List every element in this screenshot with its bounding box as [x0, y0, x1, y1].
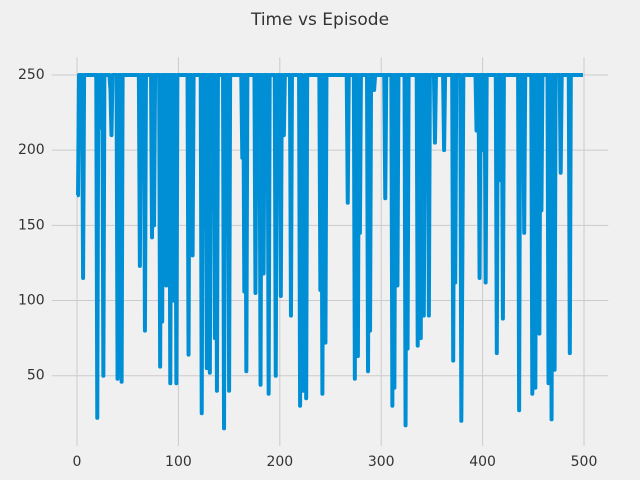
y-tick-label: 150: [18, 217, 45, 233]
line: [76, 72, 584, 431]
x-tick-label: 500: [571, 454, 598, 470]
y-tick-label: 200: [18, 142, 45, 158]
x-tick-label: 100: [165, 454, 192, 470]
x-tick-label: 300: [368, 454, 395, 470]
chart-title: Time vs Episode: [250, 10, 389, 30]
x-tick-label: 0: [73, 454, 82, 470]
y-tick-label: 250: [18, 67, 45, 83]
y-tick-label: 100: [18, 293, 45, 309]
y-tick-label: 50: [27, 368, 45, 384]
x-tick-label: 400: [469, 454, 496, 470]
x-tick-label: 200: [266, 454, 293, 470]
